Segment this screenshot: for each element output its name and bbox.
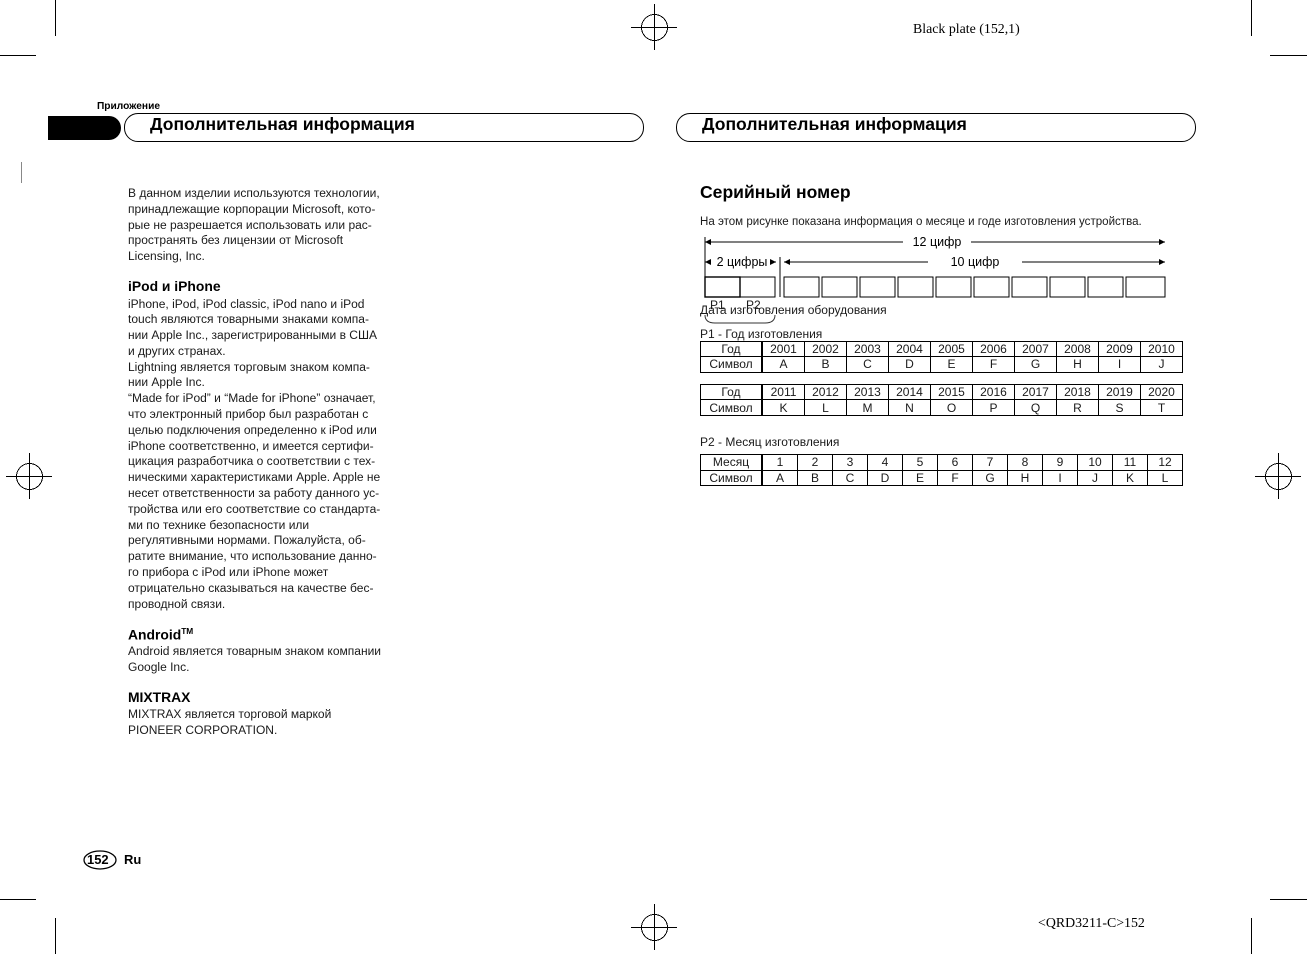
svg-text:10 цифр: 10 цифр (951, 255, 1000, 269)
svg-text:12 цифр: 12 цифр (913, 235, 962, 249)
svg-text:2 цифры: 2 цифры (717, 255, 768, 269)
